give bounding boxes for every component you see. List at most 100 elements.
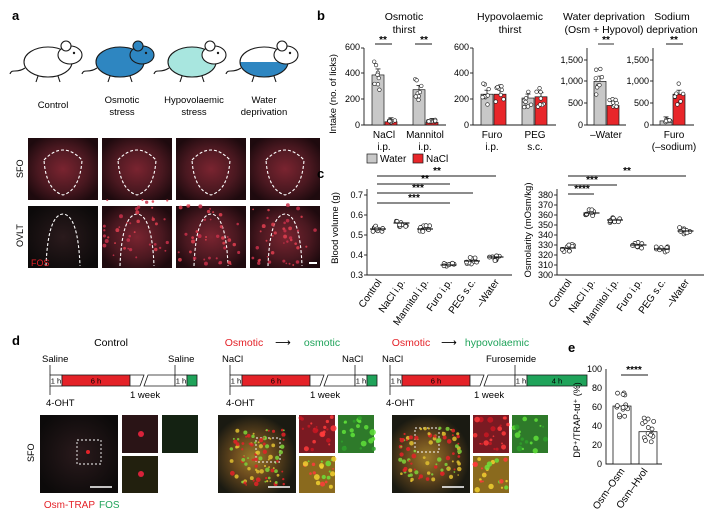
tl-label-saline-2: Saline [168, 354, 194, 365]
cell-speckle [241, 458, 246, 462]
cell-speckle [524, 440, 529, 444]
data-point [567, 248, 572, 254]
cell-speckle [472, 433, 478, 438]
cell-speckle [235, 428, 240, 433]
timeline-1h-label: 1 h [231, 377, 241, 386]
cell-speckle [135, 210, 140, 215]
xlabel: i.p. [485, 142, 498, 153]
cell-speckle [235, 442, 240, 447]
cell-speckle [212, 211, 215, 214]
ytick: 20 [592, 440, 602, 450]
data-point [643, 438, 648, 443]
ytick: 0.5 [350, 230, 363, 240]
ytick: 0 [464, 120, 469, 130]
cell-speckle [102, 243, 107, 248]
data-point [620, 405, 626, 410]
cell-speckle [292, 263, 295, 266]
cell-speckle [456, 432, 460, 436]
data-point [614, 403, 620, 408]
mouse-eye [216, 51, 220, 55]
axis-left [366, 189, 512, 276]
cell-speckle [128, 234, 131, 238]
data-point [392, 118, 398, 123]
condition-label-water-deprivation-2: deprivation [241, 107, 287, 118]
cell-speckle [542, 425, 545, 428]
cell-speckle [192, 256, 197, 261]
cell-speckle [328, 470, 331, 473]
cell-speckle [433, 465, 438, 469]
cell-speckle [410, 477, 414, 482]
cell-speckle [283, 242, 285, 244]
ovlt-outline [45, 213, 81, 267]
cell-speckle [349, 428, 354, 433]
cell-speckle [329, 415, 334, 419]
mouse-leg [251, 75, 255, 83]
cell-speckle [237, 250, 241, 254]
data-point [441, 263, 447, 269]
timeline-break [309, 374, 325, 387]
cell-speckle [271, 429, 276, 433]
tl-label-nacl-3: NaCl [382, 354, 403, 365]
xlabel: i.p. [377, 142, 390, 153]
data-point [534, 89, 539, 94]
cell-speckle [479, 442, 482, 445]
data-point [538, 102, 543, 107]
cell-speckle [288, 226, 292, 231]
cell-speckle [252, 208, 255, 211]
ytick: 40 [592, 421, 602, 431]
data-point [423, 223, 429, 229]
data-point [372, 59, 377, 64]
cell-speckle [499, 479, 504, 484]
tl-label-week-2: 1 week [310, 390, 340, 401]
cell-speckle [268, 454, 273, 460]
cell-speckle [533, 435, 539, 441]
cell-speckle [280, 428, 284, 432]
cell-speckle [246, 433, 251, 438]
cell-speckle [198, 204, 203, 209]
mouse-leg [201, 75, 205, 83]
cell-speckle [451, 434, 454, 437]
data-point [376, 75, 381, 81]
data-point [499, 84, 504, 89]
cell-speckle [223, 246, 227, 250]
cell-speckle [440, 471, 443, 474]
ytick: 1,500 [560, 55, 583, 65]
cell-speckle [516, 445, 523, 452]
cell-speckle [272, 467, 275, 470]
panel-a: a [9, 8, 320, 268]
bar-nacl [534, 96, 548, 126]
cell-speckle [315, 428, 319, 432]
cell-speckle [259, 230, 262, 233]
cell-speckle [249, 476, 254, 481]
cell-speckle [419, 427, 423, 431]
cell-dot [138, 471, 144, 477]
cell-speckle [128, 247, 133, 252]
data-point [420, 229, 426, 234]
cell-speckle [448, 474, 454, 479]
cell-speckle [445, 426, 450, 431]
sig-c-left-0: *** [408, 193, 420, 204]
cell-speckle [218, 212, 223, 217]
xlabel: –Water [665, 277, 693, 310]
sig-osm-nacl: ** [379, 35, 387, 46]
cell-dot [86, 450, 90, 454]
cell-speckle [151, 200, 155, 203]
data-point [667, 118, 672, 123]
cell-speckle [451, 452, 455, 455]
cell-speckle [163, 218, 166, 221]
timeline-week [483, 374, 516, 387]
panel-letter-c: c [317, 166, 324, 181]
data-point [651, 419, 656, 424]
cell-speckle [107, 236, 110, 239]
col-title-hypovolaemic: hypovolaemic [465, 337, 529, 349]
cell-speckle [282, 482, 285, 486]
cell-speckle [126, 221, 128, 224]
group-title-osmotic-2: thirst [393, 24, 416, 36]
cell-speckle [265, 239, 268, 242]
cell-speckle [236, 437, 240, 441]
cell-speckle [115, 228, 120, 233]
cell-speckle [255, 450, 259, 455]
ytick: 0 [597, 459, 602, 469]
condition-label-hypovolaemic: Hypovolaemic [164, 95, 224, 106]
